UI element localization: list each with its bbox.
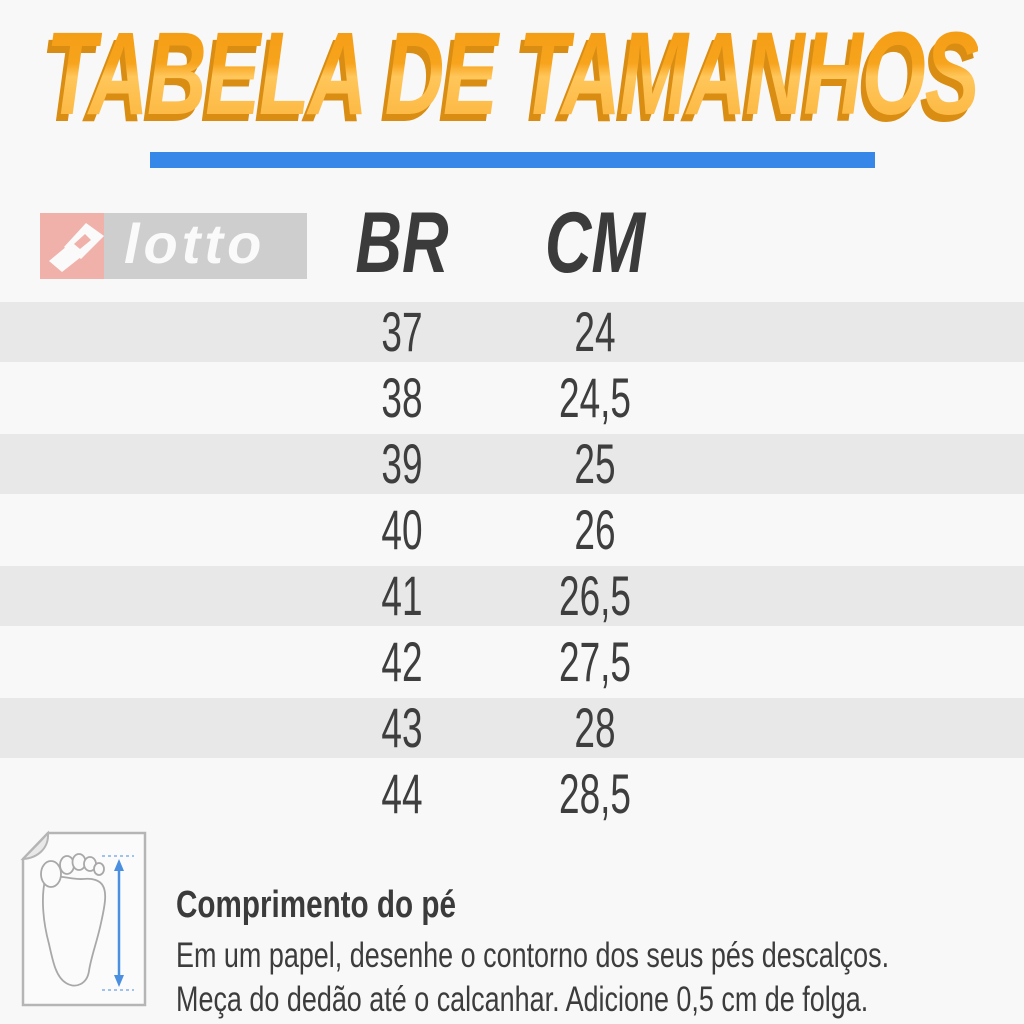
- cell-br-size: 44: [381, 762, 423, 825]
- logo-wordmark: lotto: [124, 213, 265, 275]
- cell-br-size: 41: [381, 564, 423, 627]
- cell-br-size: 43: [381, 696, 423, 759]
- cell-cm-length: 24: [574, 300, 616, 363]
- cell-br-size: 37: [381, 300, 423, 363]
- logo-gray-box: [104, 213, 307, 279]
- cell-br-size: 40: [381, 498, 423, 561]
- logo-red-square: [40, 213, 104, 279]
- table-row: 39 25: [0, 434, 1024, 500]
- table-row: 37 24: [0, 302, 1024, 368]
- paper-fold-corner: [20, 830, 50, 861]
- title-underline: [150, 152, 875, 168]
- instruction-line-2: Meça do dedão até o calcanhar. Adicione …: [176, 980, 869, 1019]
- size-table: 37 24 38 24,5 39 25 40 26 41 26,5 42 27,…: [0, 302, 1024, 830]
- cell-cm-length: 24,5: [559, 366, 631, 429]
- page-title-text: TABELA DE TAMANHOS: [45, 8, 980, 140]
- table-row: 43 28: [0, 698, 1024, 764]
- cell-br-size: 39: [381, 432, 423, 495]
- foot-length-heading: Comprimento do pé: [176, 884, 456, 926]
- cell-cm-length: 26: [574, 498, 616, 561]
- column-header-br: BR: [355, 195, 449, 291]
- table-row: 40 26: [0, 500, 1024, 566]
- cell-cm-length: 28: [574, 696, 616, 759]
- table-row: 42 27,5: [0, 632, 1024, 698]
- foot-measure-icon: [20, 830, 147, 1007]
- table-row: 38 24,5: [0, 368, 1024, 434]
- foot-outline: [40, 853, 107, 987]
- instruction-line-1: Em um papel, desenhe o contorno dos seus…: [176, 936, 890, 975]
- cell-cm-length: 26,5: [559, 564, 631, 627]
- measure-arrow-icon: [102, 855, 134, 991]
- cell-br-size: 42: [381, 630, 423, 693]
- lotto-logo-icon: lotto: [40, 213, 307, 279]
- cell-cm-length: 27,5: [559, 630, 631, 693]
- column-header-cm: CM: [544, 195, 646, 291]
- cell-cm-length: 25: [574, 432, 616, 495]
- cell-cm-length: 28,5: [559, 762, 631, 825]
- double-diamond-icon: [49, 223, 104, 272]
- table-row: 41 26,5: [0, 566, 1024, 632]
- page-title: TABELA DE TAMANHOS TABELA DE TAMANHOS: [41, 9, 980, 146]
- cell-br-size: 38: [381, 366, 423, 429]
- page-title-shadow: TABELA DE TAMANHOS: [41, 16, 975, 147]
- table-row: 44 28,5: [0, 764, 1024, 830]
